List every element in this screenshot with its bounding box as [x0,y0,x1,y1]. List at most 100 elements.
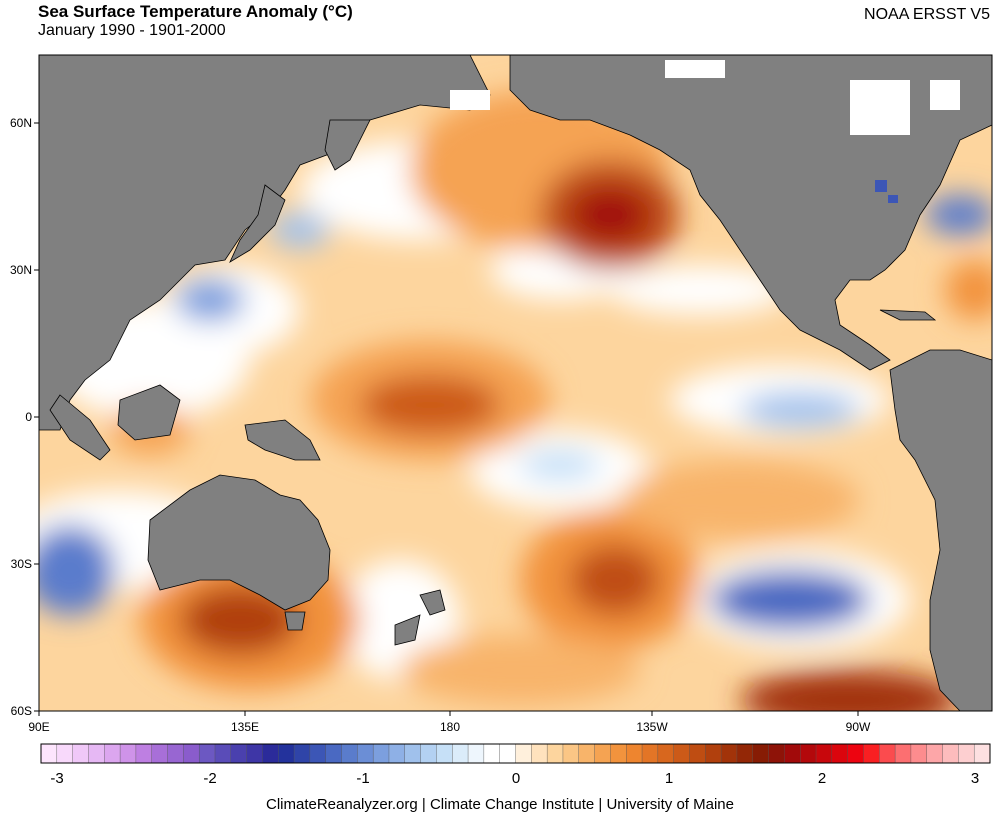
colorbar-swatch [104,743,121,764]
colorbar-swatch [404,743,422,764]
colorbar-swatch [768,743,785,764]
colorbar-swatch [689,743,706,764]
colorbar-swatch [151,743,169,764]
lat-label: 60N [10,116,32,130]
lat-ticks [34,122,39,712]
colorbar-swatch [958,743,975,764]
colorbar-swatch [626,743,643,764]
colorbar-swatch [293,743,311,764]
colorbar-tick-label: 2 [818,770,826,787]
colorbar-swatch [815,743,833,764]
lat-label: 60S [11,704,32,718]
colorbar-swatch [910,743,928,764]
colorbar-swatch [752,743,770,764]
colorbar-swatch [515,743,532,764]
colorbar-swatch [894,743,912,764]
lat-label: 30S [11,557,32,571]
colorbar-swatch [594,743,611,764]
colorbar-tick-label: 3 [971,770,979,787]
south-america-land [889,349,992,711]
colorbar-swatch [784,743,801,764]
colorbar-swatch [847,743,864,764]
colorbar-frame [40,743,991,764]
footer-credit: ClimateReanalyzer.org | Climate Change I… [266,796,734,813]
new-guinea-land [244,419,321,461]
colorbar-tick-label: 0 [512,770,520,787]
colorbar-swatch [546,743,564,764]
sumatra-land [49,394,111,461]
colorbar-swatch [641,743,659,764]
map-subtitle: January 1990 - 1901-2000 [38,22,226,39]
colorbar-swatch [736,743,754,764]
colorbar-swatch [973,743,991,764]
colorbar-swatch [40,743,58,764]
colorbar-swatch [388,743,406,764]
lon-ticks [38,711,859,716]
cuba-land [879,309,937,321]
colorbar-swatch [167,743,184,764]
colorbar-swatch [879,743,896,764]
colorbar-tick-label: -1 [356,770,369,787]
australia-land [147,474,331,611]
lon-label: 90W [846,720,871,734]
colorbar-swatch [720,743,738,764]
colorbar-swatch [436,743,453,764]
colorbar-swatch [372,743,390,764]
map-title: Sea Surface Temperature Anomaly (°C) [38,2,353,21]
colorbar-tick-label: -3 [50,770,63,787]
colorbar-swatch [705,743,722,764]
lon-label: 135W [636,720,668,734]
plot-frame [38,54,993,712]
borneo-land [117,384,181,441]
colorbar-swatch [926,743,944,764]
colorbar-swatch [183,743,200,764]
colorbar-swatch [420,743,437,764]
colorbar-swatch [610,743,627,764]
colorbar-labels: -3 -2 -1 0 1 2 3 [50,770,979,787]
colorbar-swatch [531,743,548,764]
colorbar-swatch [198,743,216,764]
colorbar-swatch [483,743,501,764]
tasmania-land [284,611,306,631]
colorbar-swatch [562,743,580,764]
colorbar-swatch [863,743,880,764]
colorbar-swatch [88,743,105,764]
colorbar-swatch [578,743,596,764]
colorbar-swatch [56,743,74,764]
great-lakes [875,180,898,203]
colorbar-swatch [467,743,485,764]
sea-ice [450,60,960,135]
colorbar-swatch [262,743,279,764]
colorbar-swatch [831,743,849,764]
colorbar-swatch [230,743,248,764]
lat-labels: 60N 30N 0 30S 60S [10,116,32,718]
colorbar-swatch [214,743,232,764]
new-zealand-land [394,589,446,646]
colorbar-swatch [309,743,327,764]
asia-land [39,55,491,431]
lon-label: 90E [28,720,49,734]
colorbar-swatch [499,743,516,764]
colorbar-swatch [135,743,153,764]
colorbar-swatch [278,743,295,764]
colorbar-swatch [452,743,469,764]
japan-land [229,184,286,264]
colorbar-swatch [325,743,343,764]
colorbar-swatch [341,743,358,764]
colorbar-swatch [119,743,137,764]
lon-labels: 90E 135E 180 135W 90W [28,720,871,734]
dataset-label: NOAA ERSST V5 [864,6,990,23]
lat-label: 0 [25,410,32,424]
colorbar-swatch [246,743,263,764]
plot-area [39,55,992,711]
colorbar-swatch [72,743,89,764]
colorbar-swatch [657,743,675,764]
lon-label: 180 [440,720,460,734]
lat-label: 30N [10,263,32,277]
colorbar-swatch [357,743,374,764]
colorbar-swatch [800,743,817,764]
lon-label: 135E [231,720,259,734]
colorbar-tick-label: -2 [203,770,216,787]
colorbar-swatch [673,743,690,764]
